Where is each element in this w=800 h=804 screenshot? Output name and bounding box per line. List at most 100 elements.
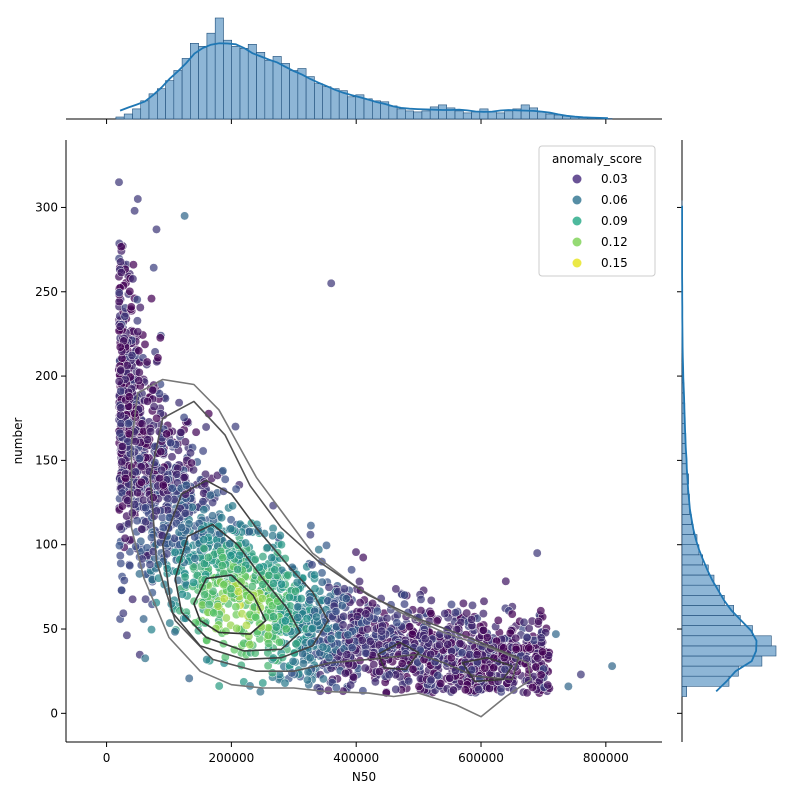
- marginal-x-bar: [306, 77, 314, 119]
- scatter-point: [408, 630, 416, 638]
- scatter-point: [117, 387, 125, 395]
- marginal-x-bar: [348, 97, 356, 119]
- scatter-point: [185, 674, 193, 682]
- scatter-point: [135, 368, 143, 376]
- scatter-point: [319, 675, 327, 683]
- scatter-point: [398, 659, 406, 667]
- scatter-point: [343, 650, 351, 658]
- scatter-point: [325, 583, 333, 591]
- marginal-x-bar: [422, 111, 430, 119]
- scatter-point: [135, 454, 143, 462]
- scatter-point: [121, 534, 129, 542]
- scatter-point: [143, 358, 151, 366]
- marginal-y-bar: [682, 575, 714, 585]
- scatter-point: [353, 612, 361, 620]
- marginal-x-bar: [257, 52, 265, 119]
- scatter-point: [141, 654, 149, 662]
- scatter-point: [421, 635, 429, 643]
- scatter-point: [136, 303, 144, 311]
- scatter-point: [231, 422, 239, 430]
- scatter-point: [168, 453, 176, 461]
- scatter-point: [245, 527, 253, 535]
- marginal-x-bar: [199, 46, 207, 119]
- scatter-point: [127, 303, 135, 311]
- scatter-point: [117, 243, 125, 251]
- x-tick-label: 600000: [458, 751, 504, 765]
- scatter-point: [361, 664, 369, 672]
- scatter-point: [192, 428, 200, 436]
- marginal-x-bar: [281, 63, 289, 119]
- scatter-point: [366, 637, 374, 645]
- scatter-point: [131, 468, 139, 476]
- scatter-point: [264, 639, 272, 647]
- scatter-point: [251, 613, 259, 621]
- scatter-point: [502, 577, 510, 585]
- scatter-point: [344, 631, 352, 639]
- scatter-point: [248, 582, 256, 590]
- scatter-point: [271, 566, 279, 574]
- scatter-point: [512, 634, 520, 642]
- marginal-y-bar: [682, 514, 691, 524]
- scatter-point: [141, 595, 149, 603]
- scatter-point: [133, 489, 141, 497]
- scatter-point: [232, 603, 240, 611]
- scatter-point: [456, 639, 464, 647]
- marginal-x-bar: [488, 112, 496, 119]
- scatter-point: [166, 619, 174, 627]
- scatter-point: [130, 207, 138, 215]
- scatter-point: [577, 670, 585, 678]
- scatter-point: [152, 414, 160, 422]
- scatter-point: [147, 625, 155, 633]
- marginal-y-bar: [682, 525, 693, 535]
- scatter-point: [259, 679, 267, 687]
- scatter-point: [129, 275, 137, 283]
- scatter-point: [150, 264, 158, 272]
- scatter-point: [348, 643, 356, 651]
- scatter-point: [187, 459, 195, 467]
- scatter-point: [497, 685, 505, 693]
- y-tick-label: 200: [35, 369, 58, 383]
- scatter-point: [135, 376, 143, 384]
- scatter-point: [306, 596, 314, 604]
- scatter-point: [427, 596, 435, 604]
- scatter-point: [126, 561, 134, 569]
- scatter-point: [166, 439, 174, 447]
- marginal-y-bar: [682, 605, 734, 615]
- scatter-point: [383, 614, 391, 622]
- scatter-point: [220, 581, 228, 589]
- scatter-point: [315, 545, 323, 553]
- scatter-point: [449, 686, 457, 694]
- legend-label: 0.15: [601, 256, 628, 270]
- scatter-point: [459, 599, 467, 607]
- scatter-point: [180, 212, 188, 220]
- scatter-point: [115, 377, 123, 385]
- scatter-point: [228, 502, 236, 510]
- scatter-point: [537, 634, 545, 642]
- scatter-point: [417, 595, 425, 603]
- marginal-y-bar: [682, 636, 771, 646]
- scatter-point: [173, 470, 181, 478]
- scatter-point: [268, 554, 276, 562]
- marginal-x-bar: [472, 112, 480, 119]
- legend-title: anomaly_score: [552, 152, 642, 166]
- scatter-point: [154, 354, 162, 362]
- scatter-point: [227, 585, 235, 593]
- scatter-point: [208, 512, 216, 520]
- scatter-point: [134, 328, 142, 336]
- scatter-point: [392, 685, 400, 693]
- scatter-point: [324, 686, 332, 694]
- marginal-y-bar: [682, 666, 738, 676]
- scatter-point: [349, 673, 357, 681]
- y-tick-label: 250: [35, 285, 58, 299]
- scatter-point: [117, 268, 125, 276]
- scatter-point: [116, 258, 124, 266]
- legend-marker: [573, 196, 582, 205]
- scatter-point: [159, 481, 167, 489]
- scatter-point: [392, 585, 400, 593]
- scatter-point: [125, 393, 133, 401]
- scatter-point: [218, 562, 226, 570]
- scatter-point: [269, 613, 277, 621]
- marginal-y-bar: [682, 616, 740, 626]
- scatter-point: [284, 571, 292, 579]
- scatter-point: [433, 617, 441, 625]
